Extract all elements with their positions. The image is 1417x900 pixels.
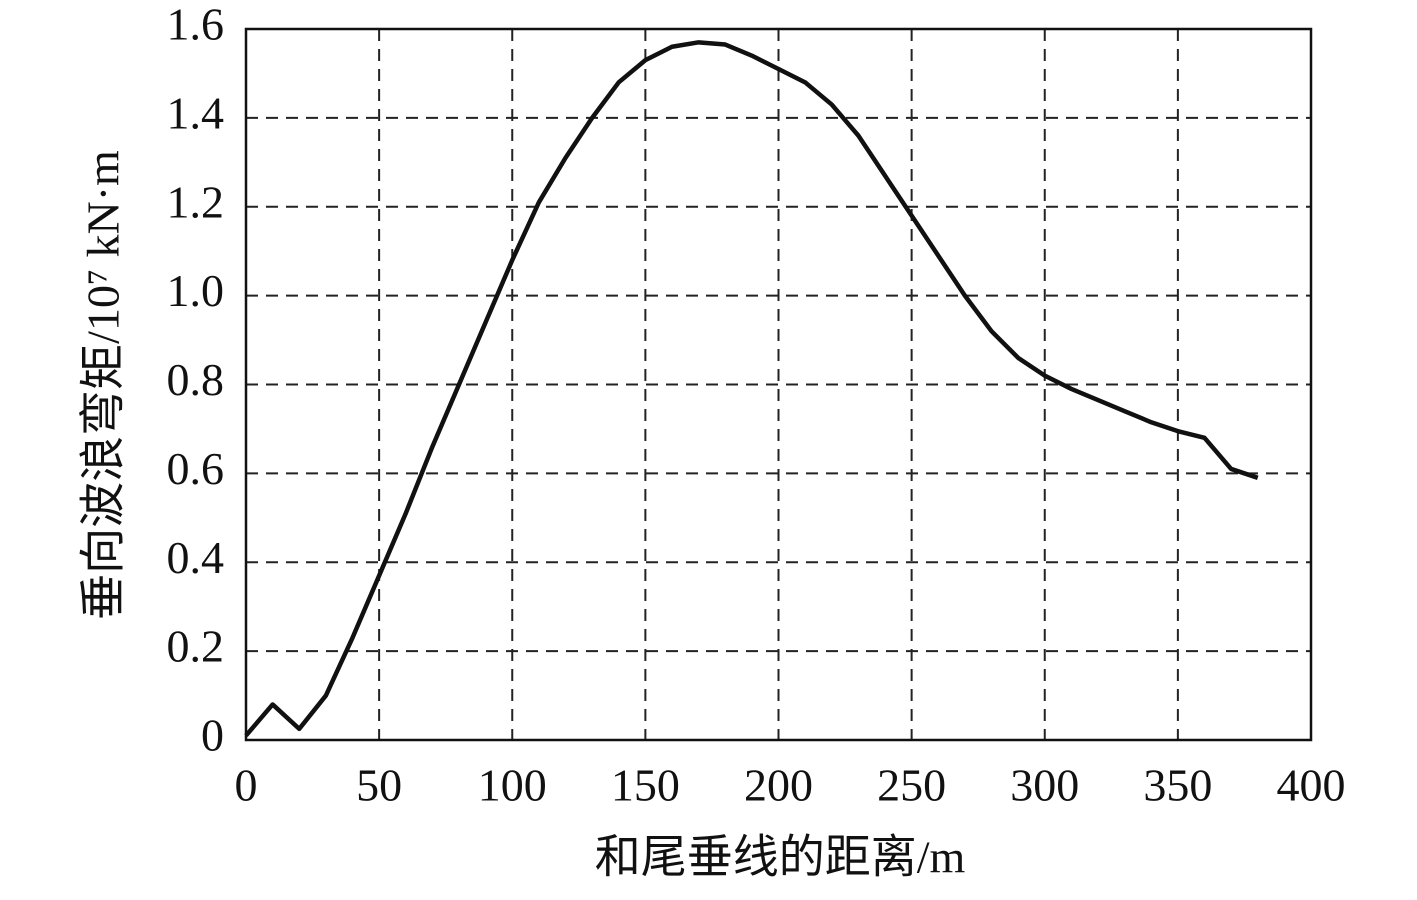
y-axis-label: 垂向波浪弯矩/10⁷ kN·m <box>78 150 129 620</box>
y-tick-label: 0.8 <box>167 354 225 405</box>
x-tick-label: 0 <box>235 760 258 811</box>
y-tick-label: 1.4 <box>167 87 225 138</box>
x-tick-label: 50 <box>356 760 402 811</box>
plot-frame <box>244 27 1313 742</box>
x-tick-label: 300 <box>1010 760 1079 811</box>
x-tick-label: 400 <box>1277 760 1346 811</box>
y-tick-label: 0 <box>201 710 224 761</box>
y-tick-label: 1.0 <box>167 265 225 316</box>
y-tick-label: 1.2 <box>167 176 225 227</box>
x-tick-label: 250 <box>877 760 946 811</box>
y-tick-label: 1.6 <box>167 0 225 50</box>
x-tick-label: 100 <box>478 760 547 811</box>
x-tick-label: 350 <box>1143 760 1212 811</box>
x-axis-label: 和尾垂线的距离/m <box>595 832 966 883</box>
x-tick-label: 200 <box>744 760 813 811</box>
x-tick-label: 150 <box>611 760 680 811</box>
data-line <box>244 40 1259 738</box>
y-tick-label: 0.2 <box>167 621 225 672</box>
y-tick-label: 0.6 <box>167 443 225 494</box>
y-tick-label: 0.4 <box>167 532 225 583</box>
